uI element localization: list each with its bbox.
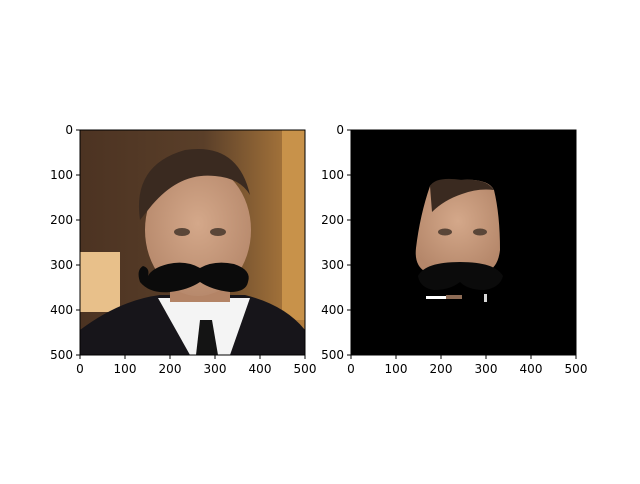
mask-y-tick-label: 100 <box>321 168 344 182</box>
mask-x-tick-label: 300 <box>475 362 498 376</box>
mask-y-tick-label: 500 <box>321 348 344 362</box>
photo-y-tick-label: 100 <box>50 168 73 182</box>
photo-y-tick-label: 300 <box>50 258 73 272</box>
photo-x-tick-label: 200 <box>159 362 182 376</box>
photo-panel: 0 100 200 300 400 500 0 100 200 300 400 500 <box>50 123 316 376</box>
mask-x-tick-label: 0 <box>347 362 355 376</box>
photo-image <box>80 130 305 355</box>
mask-x-tick-label: 100 <box>385 362 408 376</box>
photo-x-tick-label: 400 <box>249 362 272 376</box>
mask-image <box>351 130 576 355</box>
photo-axes-frame <box>79 129 306 356</box>
mask-x-tick-label: 200 <box>430 362 453 376</box>
mask-y-tick-label: 0 <box>336 123 344 137</box>
mask-y-tick-label: 200 <box>321 213 344 227</box>
mask-y-tick-label: 400 <box>321 303 344 317</box>
mask-axes-frame <box>350 129 577 356</box>
photo-y-tick-label: 500 <box>50 348 73 362</box>
photo-y-tick-label: 200 <box>50 213 73 227</box>
photo-x-tick-label: 300 <box>204 362 227 376</box>
mask-x-tick-label: 400 <box>520 362 543 376</box>
photo-x-tick-label: 0 <box>76 362 84 376</box>
mask-y-ticks: 0 100 200 300 400 500 <box>321 123 351 362</box>
photo-x-tick-label: 500 <box>294 362 317 376</box>
photo-y-ticks: 0 100 200 300 400 500 <box>50 123 80 362</box>
mask-x-tick-label: 500 <box>565 362 588 376</box>
mask-panel: 0 100 200 300 400 500 0 100 200 300 400 500 <box>321 123 587 376</box>
photo-y-tick-label: 400 <box>50 303 73 317</box>
photo-x-ticks: 0 100 200 300 400 500 <box>76 355 316 376</box>
mask-x-ticks: 0 100 200 300 400 500 <box>347 355 587 376</box>
photo-x-tick-label: 100 <box>114 362 137 376</box>
mask-y-tick-label: 300 <box>321 258 344 272</box>
photo-y-tick-label: 0 <box>65 123 73 137</box>
